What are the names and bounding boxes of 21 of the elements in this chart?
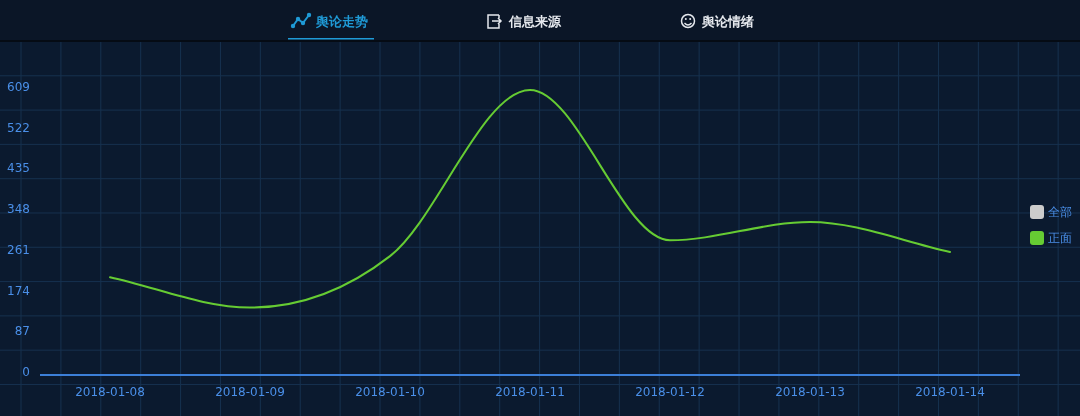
y-tick-label: 87 <box>14 324 30 339</box>
y-tick-label: 261 <box>7 242 30 257</box>
y-tick-label: 174 <box>7 283 30 298</box>
y-tick-label: 348 <box>7 202 30 217</box>
line-series <box>109 89 951 309</box>
text: 信息来源 <box>508 14 562 29</box>
x-tick-label: 2018-01-11 <box>495 385 565 399</box>
x-tick-label: 2018-01-09 <box>215 385 285 399</box>
x-tick-label: 2018-01-10 <box>355 385 425 399</box>
text: 舆论情绪 <box>701 14 754 29</box>
y-tick-label: 0 <box>22 365 30 379</box>
x-tick-label: 2018-01-12 <box>635 385 705 399</box>
legend-label: 全部 <box>1048 205 1072 219</box>
legend-label: 正面 <box>1048 231 1072 245</box>
y-tick-label: 522 <box>7 120 30 135</box>
x-tick-label: 2018-01-08 <box>75 385 145 399</box>
y-tick-label: 609 <box>7 80 30 94</box>
y-tick-label: 435 <box>7 161 30 176</box>
x-tick-label: 2018-01-14 <box>915 385 985 399</box>
x-tick-label: 2018-01-13 <box>775 385 845 399</box>
chart-title: 舆论走势 <box>315 14 368 29</box>
